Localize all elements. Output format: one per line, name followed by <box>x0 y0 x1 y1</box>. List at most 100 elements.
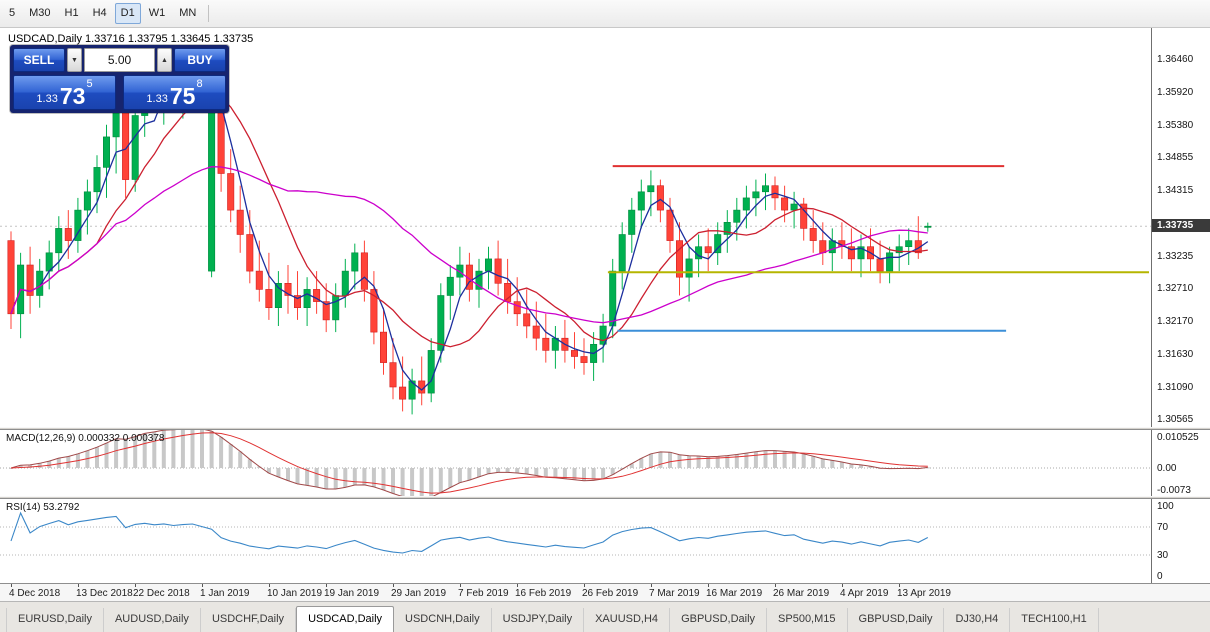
rsi-canvas[interactable] <box>0 499 1151 583</box>
macd-axis[interactable]: 0.010525 0.00 -0.0073 <box>1151 430 1210 496</box>
chart-tab-gbpusd-daily[interactable]: GBPUSD,Daily <box>670 608 768 632</box>
date-label: 22 Dec 2018 <box>133 588 190 599</box>
price-axis-label: 1.36460 <box>1157 54 1194 65</box>
price-axis-label: 1.32710 <box>1157 282 1194 294</box>
chart-tab-usdjpy-daily[interactable]: USDJPY,Daily <box>492 608 585 632</box>
date-label: 7 Mar 2019 <box>649 588 700 599</box>
date-label: 4 Dec 2018 <box>9 588 61 599</box>
chart-tab-sp500-m15[interactable]: SP500,M15 <box>767 608 848 632</box>
chart-tab-dj30-h4[interactable]: DJ30,H4 <box>944 608 1011 632</box>
volume-increase-button[interactable]: ▲ <box>157 48 172 72</box>
timeframe-toolbar: 5 M30 H1 H4 D1 W1 MN <box>0 0 1210 28</box>
chart-tab-eurusd-daily[interactable]: EURUSD,Daily <box>6 608 104 632</box>
macd-axis-label: 0.00 <box>1157 463 1177 474</box>
timeframe-button-h1[interactable]: H1 <box>59 3 85 24</box>
pane-splitter[interactable] <box>0 496 1210 499</box>
price-axis-label: 1.34855 <box>1157 151 1194 163</box>
pane-splitter[interactable] <box>0 427 1210 430</box>
price-axis-label: 1.35920 <box>1157 86 1194 98</box>
rsi-label: RSI(14) 53.2792 <box>6 502 80 513</box>
price-axis-label: 1.32170 <box>1157 315 1194 327</box>
timeframe-button-mn[interactable]: MN <box>173 3 202 24</box>
date-tick <box>135 584 136 587</box>
volume-decrease-button[interactable]: ▼ <box>67 48 82 72</box>
buy-price-point: 8 <box>196 78 203 90</box>
timeframe-button-d1[interactable]: D1 <box>114 3 141 24</box>
date-label: 7 Feb 2019 <box>458 588 509 599</box>
macd-axis-label: -0.0073 <box>1157 485 1191 496</box>
macd-pane: MACD(12,26,9) 0.000332 0.000378 0.010525… <box>0 430 1210 496</box>
sell-price-prefix: 1.33 <box>36 93 58 105</box>
chart-tab-bar: EURUSD,Daily AUDUSD,Daily USDCHF,Daily USDC… <box>0 601 1210 632</box>
date-label: 1 Jan 2019 <box>200 588 250 599</box>
chart-tab-usdcad-daily[interactable]: USDCAD,Daily <box>296 606 395 632</box>
date-tick <box>202 584 203 587</box>
volume-input[interactable]: 5.00 <box>84 48 155 72</box>
timeframe-button-5[interactable]: 5 <box>3 3 21 24</box>
date-label: 16 Mar 2019 <box>706 588 763 599</box>
price-chart-canvas[interactable] <box>0 28 1151 427</box>
macd-canvas[interactable] <box>0 430 1151 496</box>
date-tick <box>708 584 709 587</box>
sell-price-point: 5 <box>86 78 93 90</box>
price-axis[interactable]: 1.36460 1.35920 1.35380 1.34855 1.34315 1.337… <box>1151 28 1210 427</box>
date-tick <box>269 584 270 587</box>
date-label: 13 Apr 2019 <box>897 588 951 599</box>
sell-button[interactable]: SELL <box>13 48 65 72</box>
main-chart-pane: USDCAD,Daily 1.33716 1.33795 1.33645 1.3… <box>0 28 1210 427</box>
date-tick <box>326 584 327 587</box>
chart-tab-usdcnh-daily[interactable]: USDCNH,Daily <box>394 608 492 632</box>
macd-axis-label: 0.010525 <box>1157 432 1199 443</box>
chart-tab-audusd-daily[interactable]: AUDUSD,Daily <box>104 608 201 632</box>
date-tick <box>775 584 776 587</box>
date-tick <box>78 584 79 587</box>
price-axis-label: 1.31090 <box>1157 381 1194 393</box>
date-label: 26 Mar 2019 <box>773 588 830 599</box>
current-price-tag: 1.33735 <box>1152 219 1210 233</box>
timeframe-button-w1[interactable]: W1 <box>143 3 172 24</box>
sell-price-pips: 73 <box>59 83 86 109</box>
date-label: 4 Apr 2019 <box>840 588 889 599</box>
buy-price-button[interactable]: 1.33 75 8 <box>123 75 226 110</box>
one-click-trading-panel: SELL ▼ 5.00 ▲ BUY 1.33 73 5 1.33 75 8 <box>10 45 229 113</box>
price-axis-label: 1.33235 <box>1157 250 1194 262</box>
date-tick <box>584 584 585 587</box>
chart-tab-xauusd-h4[interactable]: XAUUSD,H4 <box>584 608 671 632</box>
chart-tab-tech100-h1[interactable]: TECH100,H1 <box>1010 608 1099 632</box>
date-tick <box>393 584 394 587</box>
rsi-axis-label: 0 <box>1157 571 1163 582</box>
date-axis[interactable]: 4 Dec 2018 13 Dec 2018 22 Dec 2018 1 Jan 20… <box>0 583 1210 601</box>
date-label: 16 Feb 2019 <box>515 588 572 599</box>
date-tick <box>11 584 12 587</box>
date-label: 10 Jan 2019 <box>267 588 323 599</box>
date-label: 26 Feb 2019 <box>582 588 639 599</box>
timeframe-button-m30[interactable]: M30 <box>23 3 56 24</box>
rsi-axis[interactable]: 100 70 30 0 <box>1151 499 1210 583</box>
price-axis-label: 1.30565 <box>1157 413 1194 425</box>
date-tick <box>842 584 843 587</box>
buy-price-prefix: 1.33 <box>146 93 168 105</box>
buy-price-pips: 75 <box>169 83 196 109</box>
price-axis-label: 1.31630 <box>1157 348 1194 360</box>
date-tick <box>460 584 461 587</box>
chart-tab-usdchf-daily[interactable]: USDCHF,Daily <box>201 608 297 632</box>
price-axis-label: 1.34315 <box>1157 184 1194 196</box>
rsi-axis-label: 100 <box>1157 501 1174 512</box>
rsi-pane: RSI(14) 53.2792 100 70 30 0 <box>0 499 1210 583</box>
rsi-axis-label: 70 <box>1157 522 1169 533</box>
date-tick <box>517 584 518 587</box>
date-label: 19 Jan 2019 <box>324 588 380 599</box>
date-tick <box>899 584 900 587</box>
timeframe-button-h4[interactable]: H4 <box>87 3 113 24</box>
sell-price-button[interactable]: 1.33 73 5 <box>13 75 116 110</box>
buy-button[interactable]: BUY <box>174 48 226 72</box>
price-axis-label: 1.35380 <box>1157 119 1194 131</box>
macd-label: MACD(12,26,9) 0.000332 0.000378 <box>6 433 165 444</box>
toolbar-separator <box>208 5 210 22</box>
chart-title: USDCAD,Daily 1.33716 1.33795 1.33645 1.3… <box>8 33 254 45</box>
rsi-axis-label: 30 <box>1157 550 1169 561</box>
date-tick <box>651 584 652 587</box>
date-label: 13 Dec 2018 <box>76 588 133 599</box>
date-label: 29 Jan 2019 <box>391 588 447 599</box>
chart-tab-gbpusd-daily[interactable]: GBPUSD,Daily <box>848 608 945 632</box>
